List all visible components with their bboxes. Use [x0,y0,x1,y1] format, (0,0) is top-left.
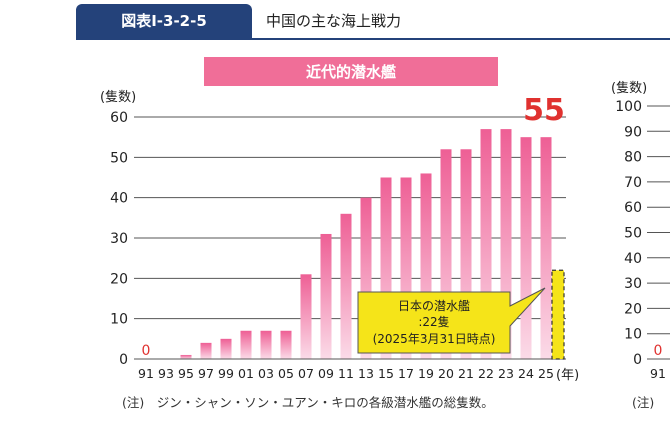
figure-number-tab: 図表Ⅰ-3-2-5 [76,4,252,38]
second-chart-y-tick-label: 30 [624,276,642,292]
second-chart-footnote: (注) [632,395,655,410]
bar [500,129,512,359]
x-tick-label: 11 [338,366,354,381]
second-chart-y-tick-label: 70 [624,175,642,191]
bar [480,129,492,359]
x-tick-label: 21 [458,366,474,381]
bar [220,338,232,359]
chart-title-banner [204,57,498,86]
y-tick-label: 50 [110,150,128,166]
second-chart-y-tick-label: 100 [615,99,642,115]
second-chart-y-tick-label: 90 [624,124,642,140]
bar [520,137,532,359]
y-axis-label: (隻数) [100,90,136,105]
bar [340,213,352,359]
x-tick-label: 93 [158,366,174,381]
bar [440,149,452,359]
y-tick-label: 10 [110,312,128,328]
chart-footnote: (注) ジン・シャン・ソン・ユアン・キロの各級潜水艦の総隻数。 [122,395,494,410]
y-tick-label: 40 [110,191,128,207]
bar [320,233,332,359]
chart-title: 近代的潜水艦 [306,63,396,81]
y-tick-label: 60 [110,110,128,126]
japan-annotation: 日本の潜水艦 :22隻 (2025年3月31日時点) [357,287,546,354]
second-chart-y-tick-label: 60 [624,200,642,216]
x-tick-label: 99 [218,366,234,381]
japan-annotation-line2: :22隻 [418,314,449,329]
y-tick-label: 20 [110,271,128,287]
x-tick-label: 23 [498,366,514,381]
x-tick-label: 97 [198,366,214,381]
x-tick-label: 03 [258,366,274,381]
x-tick-label: 22 [478,366,494,381]
x-tick-label: 91 [138,366,154,381]
bar [360,197,372,359]
x-tick-label: 13 [358,366,374,381]
header-divider [76,38,670,40]
japan-submarine-bar [551,269,565,360]
second-chart-y-tick-label: 40 [624,251,642,267]
bar [200,342,212,359]
x-tick-label: 15 [378,366,394,381]
x-tick-label: 95 [178,366,194,381]
bar [400,177,412,359]
second-chart-x-tick-label: 91 [650,366,666,381]
japan-annotation-line1: 日本の潜水艦 [398,299,470,313]
x-tick-label: 19 [418,366,434,381]
x-axis-label: (年) [556,368,579,383]
bar [380,177,392,359]
end-value-label: 55 [523,93,565,128]
second-chart-y-tick-label: 10 [624,327,642,343]
x-tick-label: 05 [278,366,294,381]
bar [180,354,192,359]
bar [460,149,472,359]
bar [240,330,252,359]
second-chart-y-tick-label: 20 [624,301,642,317]
start-value-label: 0 [142,343,151,359]
bar [420,173,432,359]
bar [260,330,272,359]
y-tick-label: 0 [119,352,128,368]
second-chart-y-tick-label: 80 [624,150,642,166]
bar [300,274,312,359]
figure-title: 中国の主な海上戦力 [266,12,402,30]
x-tick-label: 09 [318,366,334,381]
x-tick-label: 07 [298,366,314,381]
x-tick-label: 25 [538,366,554,381]
japan-annotation-line3: (2025年3月31日時点) [373,332,496,346]
japan-annotation-callout [357,287,546,354]
x-tick-label: 24 [518,366,534,381]
x-tick-label: 01 [238,366,254,381]
y-tick-label: 30 [110,231,128,247]
second-chart-y-tick-label: 0 [633,352,642,368]
second-chart-y-tick-label: 50 [624,226,642,242]
x-tick-label: 20 [438,366,454,381]
second-chart-y-axis-label: (隻数) [611,81,647,96]
bar [280,330,292,359]
second-chart-partial: (隻数) 0 10 20 30 40 50 60 70 80 90 100 0 91 [611,81,670,381]
x-tick-label: 17 [398,366,414,381]
bar [540,137,552,359]
second-chart-start-value-label: 0 [654,343,663,359]
